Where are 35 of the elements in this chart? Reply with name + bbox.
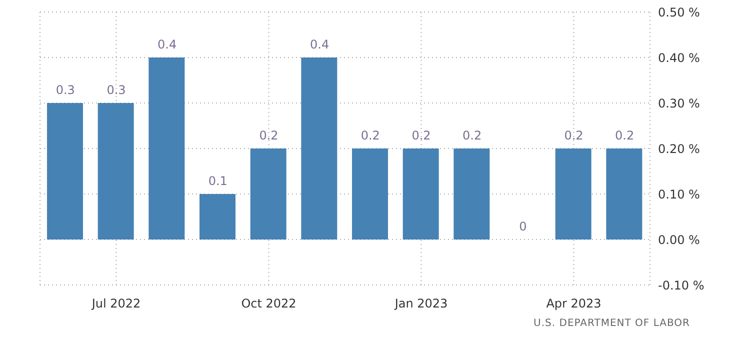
bar bbox=[98, 103, 134, 240]
data-label: 0.2 bbox=[259, 128, 278, 142]
data-label: 0.4 bbox=[158, 38, 177, 52]
bar bbox=[47, 103, 83, 240]
data-label: 0.2 bbox=[360, 128, 380, 142]
bar bbox=[606, 148, 642, 240]
bar bbox=[301, 58, 338, 240]
bar bbox=[200, 194, 236, 240]
bar bbox=[402, 148, 439, 240]
bar bbox=[555, 148, 592, 240]
y-tick-label: 0.50 % bbox=[658, 5, 700, 20]
data-label: 0.3 bbox=[106, 83, 126, 97]
bar bbox=[352, 148, 388, 240]
x-tick-label: Apr 2023 bbox=[546, 296, 602, 311]
text: U.S. DEPARTMENT OF LABOR bbox=[534, 318, 690, 329]
y-tick-label: 0.00 % bbox=[658, 232, 700, 247]
bar bbox=[454, 148, 490, 240]
data-label: 0 bbox=[519, 220, 527, 234]
y-tick-label: 0.10 % bbox=[658, 187, 700, 202]
data-label: 0.2 bbox=[462, 128, 482, 142]
data-label: 0.2 bbox=[615, 128, 634, 142]
data-label: 0.4 bbox=[310, 38, 330, 52]
y-tick-label: -0.10 % bbox=[658, 278, 704, 292]
x-tick-label: Oct 2022 bbox=[241, 296, 296, 311]
y-tick-label: 0.20 % bbox=[658, 142, 700, 156]
data-label: 0.1 bbox=[208, 174, 228, 188]
x-tick-label: Jan 2023 bbox=[394, 296, 448, 311]
data-label: 0.2 bbox=[564, 128, 584, 142]
y-tick-label: 0.30 % bbox=[658, 96, 700, 110]
y-tick-label: 0.40 % bbox=[658, 50, 700, 65]
bar bbox=[250, 148, 286, 240]
bar bbox=[148, 58, 185, 240]
data-label: 0.3 bbox=[56, 83, 75, 97]
x-tick-label: Jul 2022 bbox=[90, 296, 141, 311]
data-label: 0.2 bbox=[412, 128, 431, 142]
